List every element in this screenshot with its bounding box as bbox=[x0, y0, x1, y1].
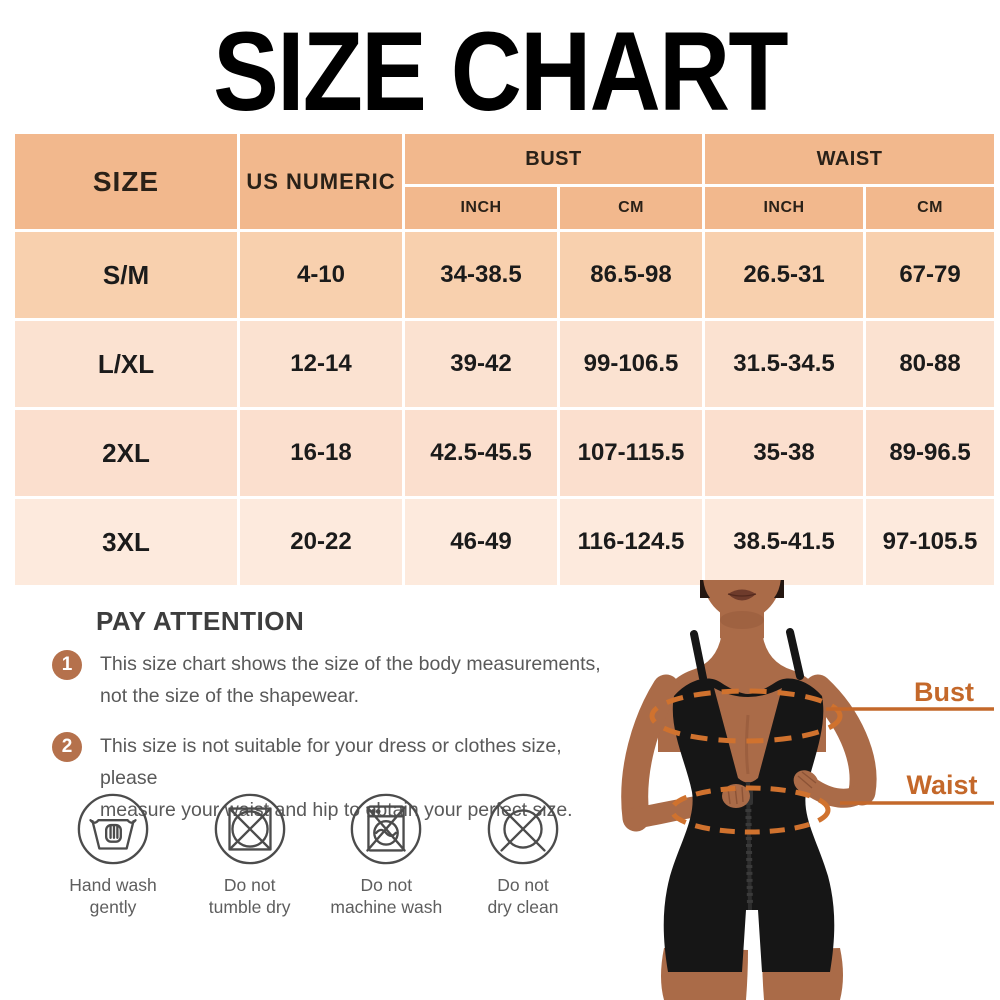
care-label-line: Do not bbox=[360, 875, 413, 895]
care-item: Do not machine wash bbox=[321, 790, 451, 918]
note-text: This size chart shows the size of the bo… bbox=[100, 648, 601, 712]
measurement-annotations: Bust Waist bbox=[649, 677, 994, 835]
cell-bust-cm: 99-106.5 bbox=[560, 321, 703, 407]
care-label-line: machine wash bbox=[330, 897, 443, 917]
cell-waist-inch: 35-38 bbox=[705, 410, 864, 496]
note-item: 1 This size chart shows the size of the … bbox=[52, 648, 612, 712]
cell-waist-inch: 26.5-31 bbox=[705, 232, 864, 318]
table-row: S/M 4-10 34-38.5 86.5-98 26.5-31 67-79 bbox=[15, 232, 995, 318]
note-number-badge: 1 bbox=[52, 650, 82, 680]
note-line: not the size of the shapewear. bbox=[100, 685, 360, 707]
note-number-badge: 2 bbox=[52, 732, 82, 762]
cell-us-numeric: 20-22 bbox=[240, 499, 402, 585]
size-table: SIZE US NUMERIC BUST WAIST INCH CM INCH … bbox=[12, 131, 997, 588]
cell-us-numeric: 12-14 bbox=[240, 321, 402, 407]
cell-size: 2XL bbox=[15, 410, 237, 496]
care-item: Hand wash gently bbox=[48, 790, 178, 918]
care-label-line: tumble dry bbox=[208, 897, 291, 917]
cell-bust-cm: 116-124.5 bbox=[560, 499, 703, 585]
header-waist: WAIST bbox=[705, 134, 995, 184]
header-bust-cm: CM bbox=[560, 187, 703, 229]
cell-size: S/M bbox=[15, 232, 237, 318]
page-title: SIZE CHART bbox=[213, 9, 789, 134]
no-machine-wash-icon bbox=[351, 793, 422, 865]
cell-us-numeric: 4-10 bbox=[240, 232, 402, 318]
table-row: 3XL 20-22 46-49 116-124.5 38.5-41.5 97-1… bbox=[15, 499, 995, 585]
cell-waist-cm: 80-88 bbox=[866, 321, 995, 407]
care-label: Do not dry clean bbox=[458, 874, 588, 918]
cell-bust-cm: 107-115.5 bbox=[560, 410, 703, 496]
header-waist-cm: CM bbox=[866, 187, 995, 229]
care-label: Do not machine wash bbox=[321, 874, 451, 918]
header-size: SIZE bbox=[15, 134, 237, 229]
shapewear-bodysuit bbox=[663, 628, 835, 972]
table-row: 2XL 16-18 42.5-45.5 107-115.5 35-38 89-9… bbox=[15, 410, 995, 496]
care-label-line: Do not bbox=[497, 875, 549, 895]
cell-size: L/XL bbox=[15, 321, 237, 407]
care-label: Do not tumble dry bbox=[185, 874, 315, 918]
header-bust-inch: INCH bbox=[405, 187, 557, 229]
header-us-numeric: US NUMERIC bbox=[240, 134, 402, 229]
cell-bust-cm: 86.5-98 bbox=[560, 232, 703, 318]
waist-label: Waist bbox=[906, 770, 977, 800]
care-label: Hand wash gently bbox=[48, 874, 178, 918]
cell-waist-inch: 38.5-41.5 bbox=[705, 499, 864, 585]
table-row: L/XL 12-14 39-42 99-106.5 31.5-34.5 80-8… bbox=[15, 321, 995, 407]
care-item: Do not dry clean bbox=[458, 790, 588, 918]
cell-size: 3XL bbox=[15, 499, 237, 585]
header-waist-inch: INCH bbox=[705, 187, 864, 229]
cell-bust-inch: 42.5-45.5 bbox=[405, 410, 557, 496]
note-line: This size is not suitable for your dress… bbox=[100, 735, 562, 789]
waist-measure-ellipse bbox=[669, 785, 831, 835]
cell-waist-inch: 31.5-34.5 bbox=[705, 321, 864, 407]
care-label-line: dry clean bbox=[487, 897, 559, 917]
care-instructions: Hand wash gently Do not tumble dry bbox=[48, 790, 588, 918]
care-item: Do not tumble dry bbox=[185, 790, 315, 918]
cell-bust-inch: 46-49 bbox=[405, 499, 557, 585]
cell-us-numeric: 16-18 bbox=[240, 410, 402, 496]
header-bust: BUST bbox=[405, 134, 703, 184]
pay-attention-heading: PAY ATTENTION bbox=[96, 606, 305, 636]
cell-bust-inch: 39-42 bbox=[405, 321, 557, 407]
no-dry-clean-icon bbox=[487, 793, 559, 865]
care-label-line: Do not bbox=[223, 875, 276, 895]
bust-label: Bust bbox=[914, 677, 974, 707]
care-label-line: gently bbox=[89, 897, 137, 917]
cell-bust-inch: 34-38.5 bbox=[405, 232, 557, 318]
no-tumble-dry-icon bbox=[214, 793, 285, 865]
model-figure: Bust Waist bbox=[621, 580, 994, 1000]
cell-waist-cm: 97-105.5 bbox=[866, 499, 995, 585]
cell-waist-cm: 89-96.5 bbox=[866, 410, 995, 496]
cell-waist-cm: 67-79 bbox=[866, 232, 995, 318]
attention-notes: 1 This size chart shows the size of the … bbox=[52, 648, 612, 844]
care-label-line: Hand wash bbox=[69, 875, 157, 895]
bust-measure-ellipse bbox=[649, 688, 843, 744]
hand-wash-icon bbox=[77, 793, 149, 865]
note-line: This size chart shows the size of the bo… bbox=[100, 653, 601, 675]
